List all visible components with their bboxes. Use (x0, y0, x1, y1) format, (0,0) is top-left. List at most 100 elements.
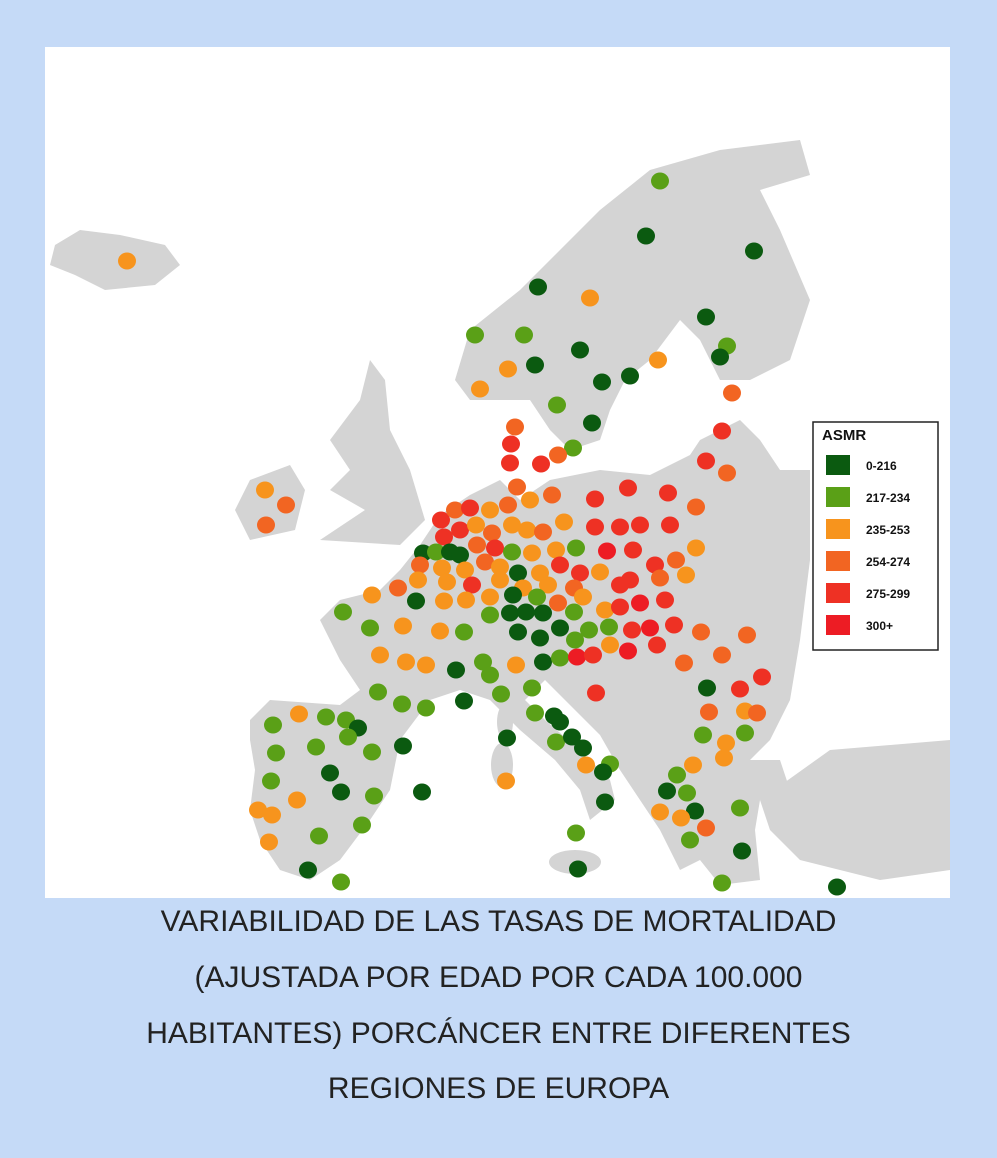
legend-label: 275-299 (866, 587, 910, 601)
region-dot (509, 623, 527, 641)
region-dot (577, 756, 595, 774)
region-dot (715, 749, 733, 767)
region-dot (601, 636, 619, 654)
legend-swatch (826, 487, 850, 507)
region-dot (651, 569, 669, 587)
region-dot (586, 518, 604, 536)
region-dot (369, 683, 387, 701)
region-dot (631, 516, 649, 534)
region-dot (515, 326, 533, 344)
region-dot (431, 622, 449, 640)
region-dot (637, 227, 655, 245)
region-dot (413, 783, 431, 801)
region-dot (433, 559, 451, 577)
region-dot (656, 591, 674, 609)
region-dot (476, 553, 494, 571)
legend-label: 217-234 (866, 491, 910, 505)
region-dot (334, 603, 352, 621)
region-dot (539, 576, 557, 594)
region-dot (697, 819, 715, 837)
region-dot (394, 617, 412, 635)
region-dot (583, 414, 601, 432)
region-dot (491, 571, 509, 589)
region-dot (668, 766, 686, 784)
region-dot (526, 704, 544, 722)
region-dot (733, 842, 751, 860)
region-dot (288, 791, 306, 809)
region-dot (593, 373, 611, 391)
region-dot (718, 464, 736, 482)
region-dot (468, 536, 486, 554)
region-dot (451, 521, 469, 539)
region-dot (738, 626, 756, 644)
legend-label: 300+ (866, 619, 893, 633)
legend-swatch (826, 519, 850, 539)
region-dot (649, 351, 667, 369)
region-dot (492, 685, 510, 703)
region-dot (481, 606, 499, 624)
region-dot (598, 542, 616, 560)
region-dot (678, 784, 696, 802)
region-dot (667, 551, 685, 569)
region-dot (563, 728, 581, 746)
legend-swatch (826, 615, 850, 635)
region-dot (547, 733, 565, 751)
region-dot (753, 668, 771, 686)
region-dot (435, 592, 453, 610)
region-dot (531, 629, 549, 647)
region-dot (580, 621, 598, 639)
region-dot (451, 546, 469, 564)
region-dot (427, 543, 445, 561)
region-dot (365, 787, 383, 805)
region-dot (457, 591, 475, 609)
region-dot (455, 692, 473, 710)
region-dot (260, 833, 278, 851)
region-dot (499, 496, 517, 514)
region-dot (551, 649, 569, 667)
region-dot (548, 396, 566, 414)
legend: ASMR 0-216 217-234 235-253 254-274 275-299 30… (812, 421, 939, 651)
region-dot (619, 642, 637, 660)
region-dot (394, 737, 412, 755)
region-dot (631, 594, 649, 612)
region-dot (503, 543, 521, 561)
region-dot (658, 782, 676, 800)
region-dot (648, 636, 666, 654)
region-dot (438, 573, 456, 591)
region-dot (409, 571, 427, 589)
region-dot (446, 501, 464, 519)
region-dot (518, 521, 536, 539)
region-dot (371, 646, 389, 664)
region-dot (566, 631, 584, 649)
legend-label: 254-274 (866, 555, 910, 569)
region-dot (584, 646, 602, 664)
region-dot (748, 704, 766, 722)
region-dot (499, 360, 517, 378)
caption-line: (AJUSTADA POR EDAD POR CADA 100.000 (194, 961, 803, 994)
region-dot (646, 556, 664, 574)
region-dot (363, 743, 381, 761)
region-dot (623, 621, 641, 639)
region-dot (508, 478, 526, 496)
region-dot (339, 728, 357, 746)
region-dot (611, 518, 629, 536)
region-dot (549, 594, 567, 612)
region-dot (651, 172, 669, 190)
region-dot (290, 705, 308, 723)
region-dot (249, 801, 267, 819)
region-dot (497, 772, 515, 790)
region-dot (523, 679, 541, 697)
legend-swatch (826, 551, 850, 571)
region-dot (568, 648, 586, 666)
region-dot (498, 729, 516, 747)
legend-swatch (826, 455, 850, 475)
region-dot (684, 756, 702, 774)
region-dot (521, 491, 539, 509)
region-dot (277, 496, 295, 514)
caption-line: REGIONES DE EUROPA (327, 1072, 670, 1105)
region-dot (332, 873, 350, 891)
region-dot (526, 356, 544, 374)
region-dot (481, 501, 499, 519)
region-dot (353, 816, 371, 834)
